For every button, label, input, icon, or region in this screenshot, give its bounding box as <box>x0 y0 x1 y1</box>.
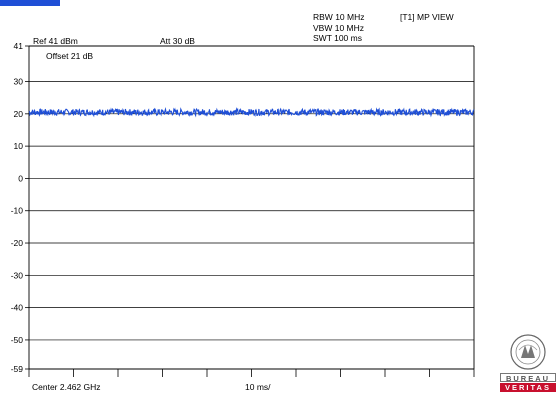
y-tick-label: -30 <box>11 270 24 280</box>
y-tick-label: -20 <box>11 238 24 248</box>
center-frequency-label: Center 2.462 GHz <box>32 382 101 392</box>
y-tick-label: 41 <box>14 41 24 51</box>
y-tick-label: 30 <box>14 77 24 87</box>
trace-line <box>28 107 475 118</box>
y-tick-label: 0 <box>18 173 23 183</box>
seal-icon <box>510 334 546 370</box>
trace-mode-label: [T1] MP VIEW <box>400 12 454 22</box>
y-tick-labels: 41 30 20 10 0 -10 -20 -30 -40 -50 -59 <box>11 41 24 374</box>
y-tick-label: -40 <box>11 303 24 313</box>
plot-grid <box>28 45 475 370</box>
attenuation-label: Att 30 dB <box>160 36 195 46</box>
y-tick-label: -50 <box>11 335 24 345</box>
y-tick-label: 20 <box>14 109 24 119</box>
logo-word-bottom: VERITAS <box>500 383 556 392</box>
y-tick-label: -10 <box>11 206 24 216</box>
swt-label: SWT 100 ms <box>313 33 362 43</box>
title-underline-fragment <box>0 0 60 6</box>
logo-word-top: BUREAU <box>500 373 556 383</box>
time-per-division-label: 10 ms/ <box>245 382 271 392</box>
rbw-label: RBW 10 MHz <box>313 12 365 22</box>
vbw-label: VBW 10 MHz <box>313 23 365 33</box>
offset-label: Offset 21 dB <box>46 51 94 61</box>
y-tick-label: 10 <box>14 141 24 151</box>
ref-level-label: Ref 41 dBm <box>33 36 78 46</box>
bureau-veritas-logo: BUREAU VERITAS <box>500 332 556 392</box>
axis-ticks <box>25 45 475 377</box>
y-tick-label: -59 <box>11 364 24 374</box>
